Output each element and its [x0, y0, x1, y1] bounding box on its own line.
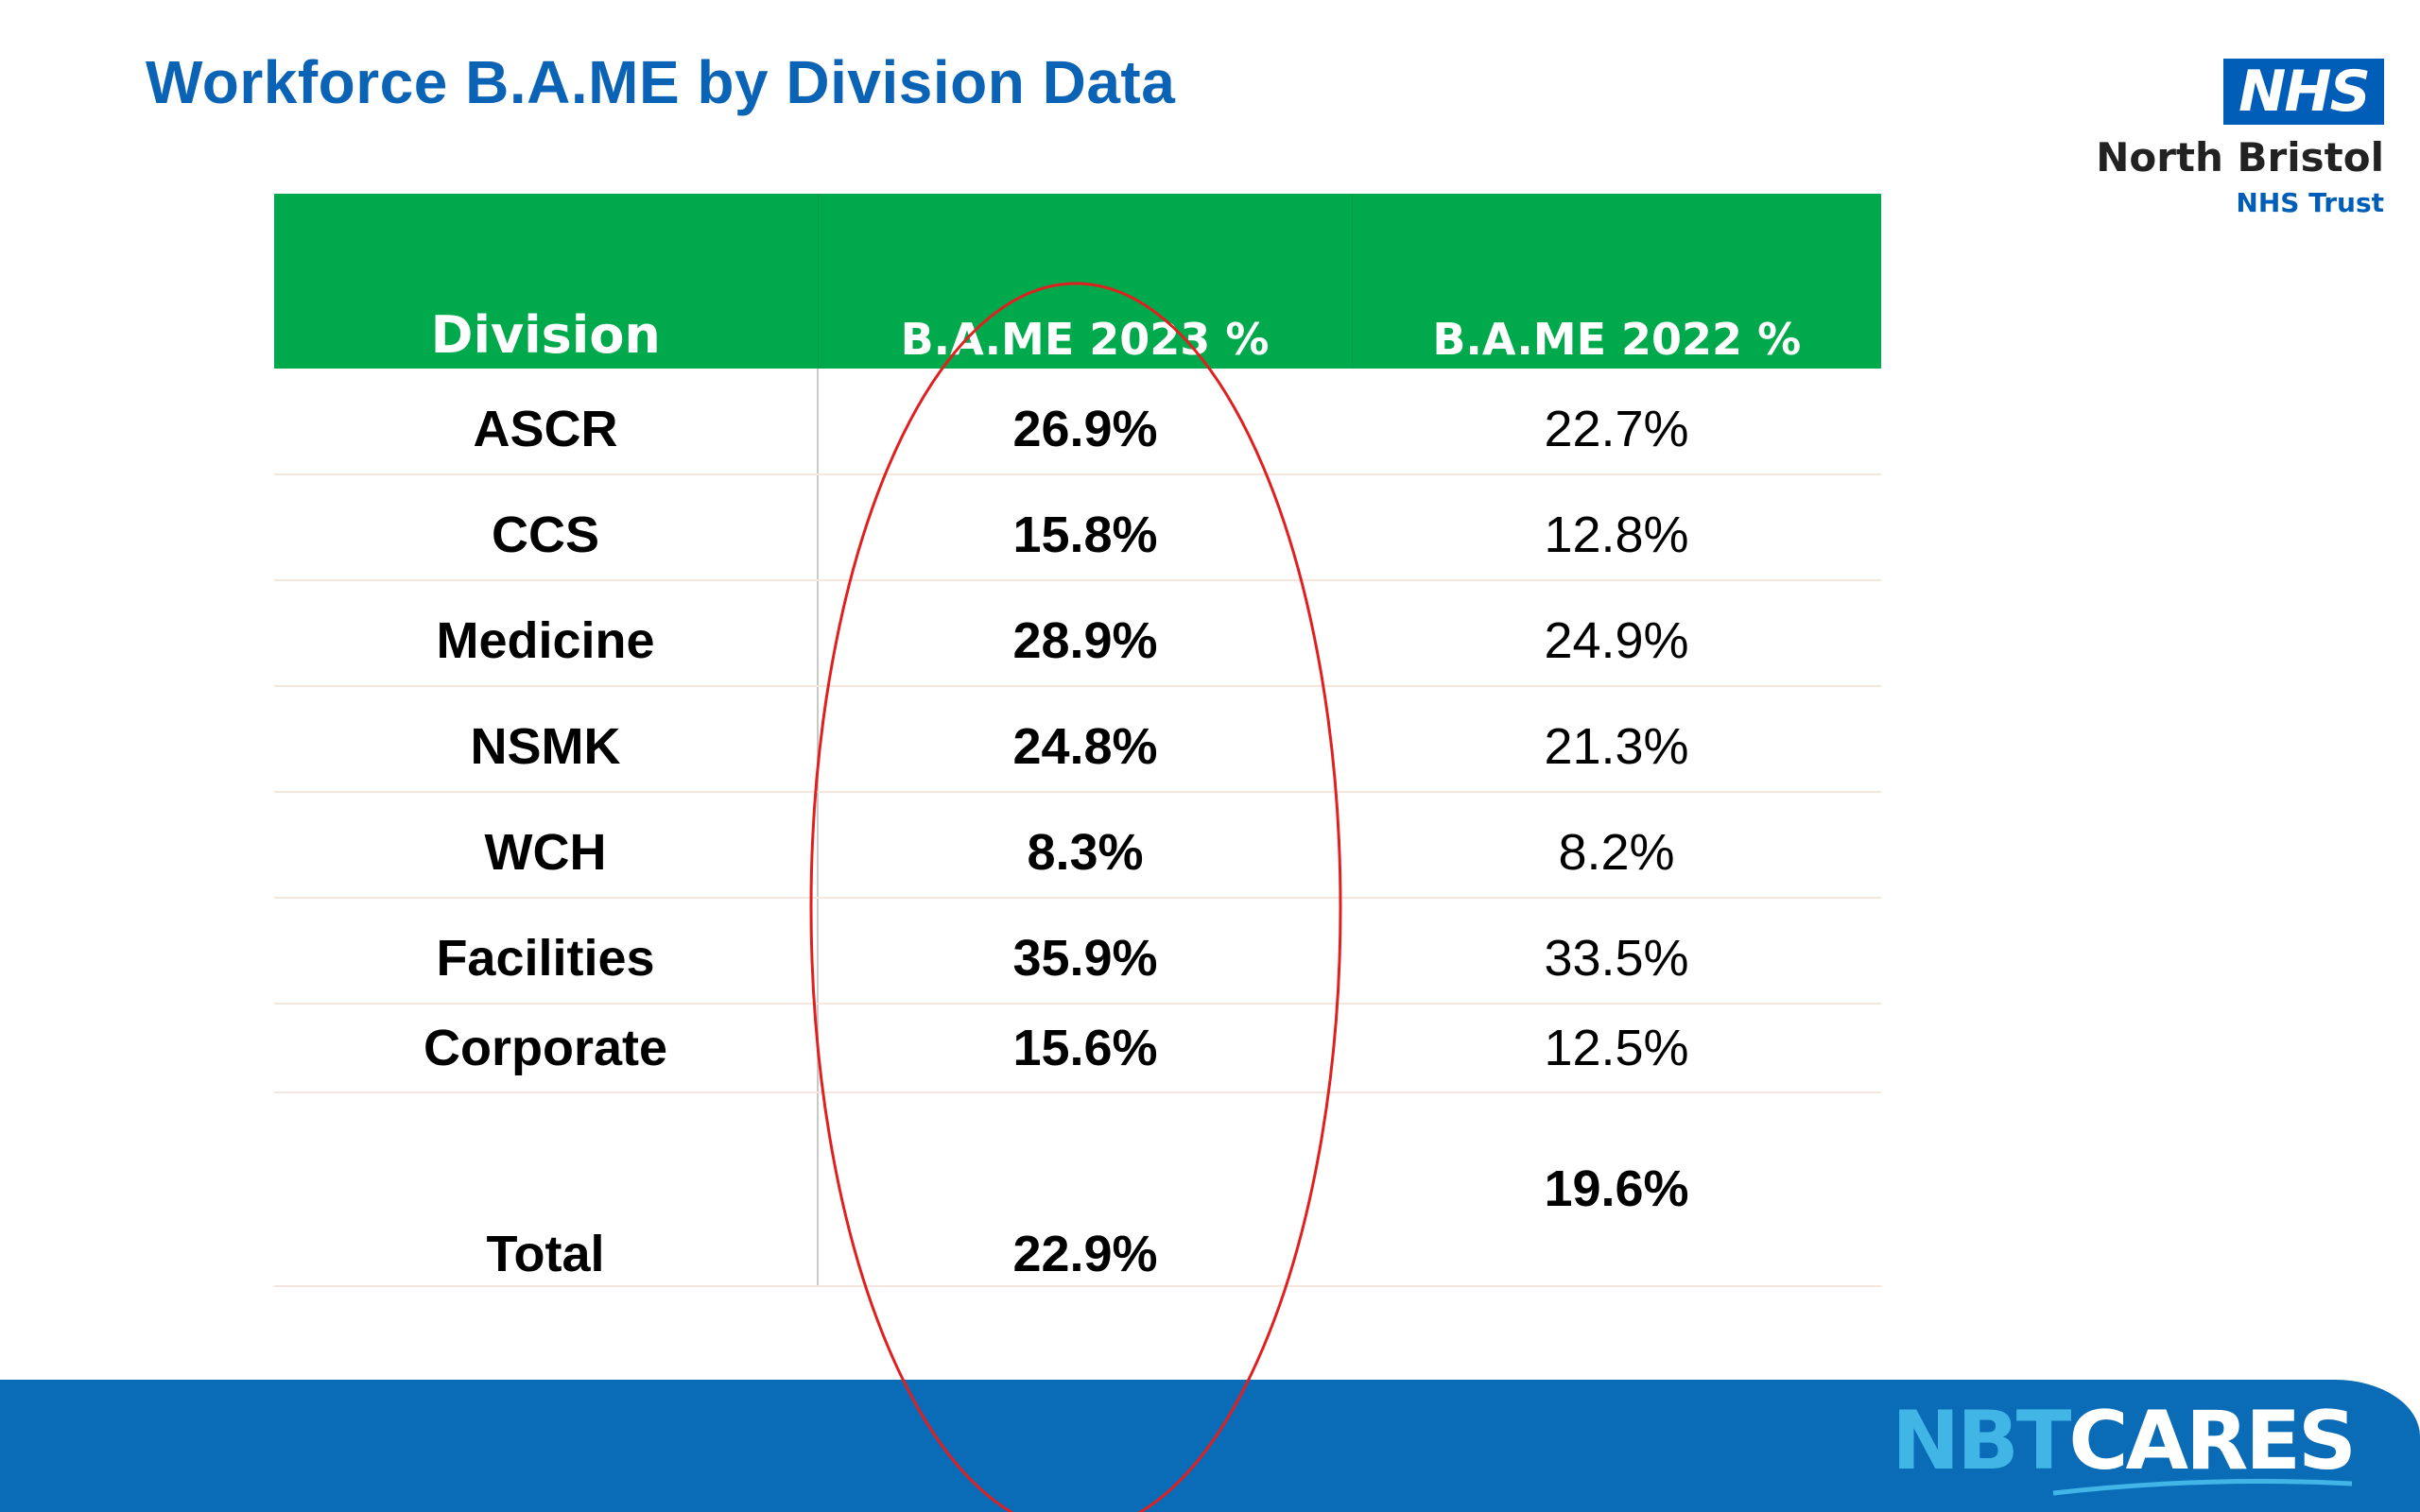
bame-2023-cell: 8.3%	[818, 792, 1352, 899]
org-subtitle: NHS Trust	[2236, 187, 2384, 218]
division-cell: Corporate	[274, 1004, 819, 1093]
brand-swoosh-icon	[2052, 1479, 2353, 1496]
division-cell: WCH	[274, 792, 819, 899]
slide-title: Workforce B.A.ME by Division Data	[146, 48, 1176, 116]
nhs-logo-mark: NHS	[2223, 59, 2384, 125]
bame-2023-cell: 28.9%	[818, 580, 1352, 687]
bame-2022-cell: 24.9%	[1352, 580, 1881, 687]
bame-2023-cell: 26.9%	[818, 369, 1352, 475]
total-bame-2022: 19.6%	[1352, 1092, 1881, 1287]
header-bame-2023: B.A.ME 2023 %	[817, 194, 1352, 369]
bame-2022-cell: 21.3%	[1352, 686, 1881, 793]
org-name: North Bristol	[2096, 134, 2384, 180]
bame-2022-cell: 12.5%	[1352, 1004, 1881, 1093]
bame-2022-cell: 8.2%	[1352, 792, 1881, 899]
total-row: Total 22.9% 19.6%	[274, 1092, 1881, 1287]
bame-2022-cell: 12.8%	[1352, 474, 1881, 581]
table-header-row: Division B.A.ME 2023 % B.A.ME 2022 %	[274, 194, 1881, 369]
table-row: Medicine 28.9% 24.9%	[274, 580, 1881, 687]
total-label: Total	[274, 1092, 819, 1287]
bame-2023-cell: 15.8%	[818, 474, 1352, 581]
table-row: WCH 8.3% 8.2%	[274, 792, 1881, 899]
bame-2023-cell: 35.9%	[818, 898, 1352, 1005]
division-cell: ASCR	[274, 369, 819, 475]
division-cell: NSMK	[274, 686, 819, 793]
table-row: Corporate 15.6% 12.5%	[274, 1004, 1881, 1093]
table-row: CCS 15.8% 12.8%	[274, 474, 1881, 581]
table-row: ASCR 26.9% 22.7%	[274, 369, 1881, 475]
nbtcares-logo: NBTCARES	[1892, 1394, 2357, 1488]
total-bame-2023: 22.9%	[818, 1092, 1352, 1287]
header-division: Division	[430, 305, 661, 365]
bame-2023-cell: 15.6%	[818, 1004, 1352, 1093]
brand-prefix: NBT	[1892, 1394, 2071, 1488]
header-bame-2022: B.A.ME 2022 %	[1351, 194, 1881, 369]
bame-division-table: Division B.A.ME 2023 % B.A.ME 2022 % ASC…	[274, 194, 1881, 1287]
bame-2022-cell: 22.7%	[1352, 369, 1881, 475]
bame-2022-cell: 33.5%	[1352, 898, 1881, 1005]
division-cell: CCS	[274, 474, 819, 581]
bame-2023-cell: 24.8%	[818, 686, 1352, 793]
division-cell: Medicine	[274, 580, 819, 687]
table-row: NSMK 24.8% 21.3%	[274, 686, 1881, 793]
brand-suffix: CARES	[2068, 1394, 2357, 1488]
nhs-trust-logo: NHS North Bristol NHS Trust	[2096, 59, 2384, 229]
table-row: Facilities 35.9% 33.5%	[274, 898, 1881, 1005]
division-cell: Facilities	[274, 898, 819, 1005]
